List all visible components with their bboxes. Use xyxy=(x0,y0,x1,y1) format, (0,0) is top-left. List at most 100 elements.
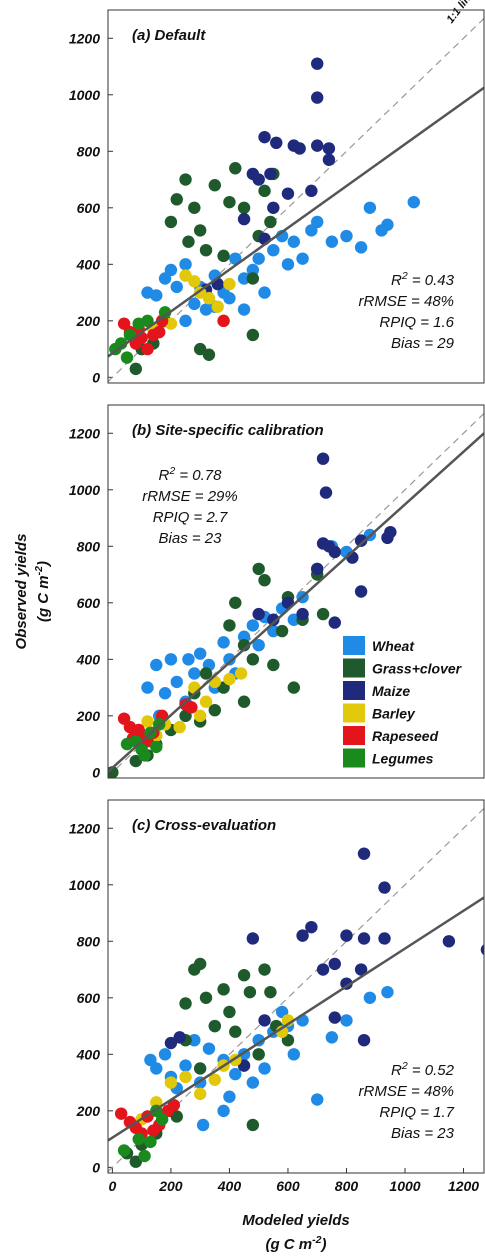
y-tick-label: 0 xyxy=(92,1159,100,1175)
identity-label: 1:1 line xyxy=(444,0,476,26)
legend-label: Legumes xyxy=(372,751,434,767)
plot-frame xyxy=(107,404,485,779)
point xyxy=(311,91,324,104)
stat-text: RPIQ = 1.6 xyxy=(379,314,454,331)
point xyxy=(322,153,336,166)
point xyxy=(217,1104,230,1118)
point xyxy=(179,1059,192,1072)
stat-text: Bias = 23 xyxy=(391,1125,455,1142)
point xyxy=(296,929,309,942)
point xyxy=(211,300,224,313)
legend-label: Wheat xyxy=(372,638,415,654)
point xyxy=(138,749,151,762)
point xyxy=(158,306,172,319)
point xyxy=(258,1062,271,1075)
point xyxy=(234,667,248,680)
y-tick-label: 1200 xyxy=(69,820,100,836)
point xyxy=(267,201,280,215)
point xyxy=(170,675,183,689)
point xyxy=(442,935,456,948)
point xyxy=(173,720,186,734)
point xyxy=(281,187,295,200)
superscript: 2 xyxy=(401,1060,408,1072)
point xyxy=(252,1033,265,1047)
point xyxy=(311,139,324,152)
point xyxy=(223,619,236,632)
x-tick-label: 600 xyxy=(276,1178,300,1194)
text-part: (g C m xyxy=(35,575,52,622)
point xyxy=(322,142,336,155)
legend-swatch xyxy=(343,726,365,745)
point xyxy=(193,224,207,237)
point xyxy=(223,672,236,686)
point xyxy=(223,1090,236,1103)
point xyxy=(237,968,251,982)
point xyxy=(158,687,172,700)
stat-text: R2 = 0.43 xyxy=(391,270,455,289)
point xyxy=(208,1019,222,1033)
y-tick-label: 800 xyxy=(77,538,101,554)
superscript: 2 xyxy=(168,465,175,477)
panel-title: (c) Cross-evaluation xyxy=(132,817,276,834)
y-tick-label: 200 xyxy=(76,313,101,329)
text-part: = 0.43 xyxy=(408,272,455,289)
point xyxy=(229,1067,242,1081)
point xyxy=(217,314,230,328)
point xyxy=(141,681,154,694)
plot-frame xyxy=(107,9,485,384)
point xyxy=(275,624,289,638)
point xyxy=(193,647,207,660)
point xyxy=(141,342,154,356)
y-tick-label: 1000 xyxy=(69,87,100,103)
y-tick-label: 800 xyxy=(77,143,101,159)
panel: 0 200 400 600 800 1000 1200 0 200 400 600 800 1000 12… xyxy=(69,799,485,1253)
point xyxy=(258,286,271,299)
point xyxy=(281,258,295,271)
point xyxy=(114,1107,128,1120)
point xyxy=(311,215,324,229)
point xyxy=(170,280,183,294)
stat-text: RPIQ = 2.7 xyxy=(153,509,228,526)
legend-swatch xyxy=(343,748,365,768)
x-tick-label: 400 xyxy=(217,1178,242,1194)
point xyxy=(237,201,251,215)
point xyxy=(246,272,260,285)
point xyxy=(354,963,368,976)
stat-text: RPIQ = 1.7 xyxy=(379,1104,454,1121)
x-tick-label: 1000 xyxy=(389,1178,420,1194)
panel-title: (a) Default xyxy=(132,27,206,44)
point xyxy=(217,636,230,649)
point xyxy=(193,1087,207,1101)
point xyxy=(114,337,128,350)
point xyxy=(357,847,371,860)
panel-title: (b) Site-specific calibration xyxy=(132,422,324,439)
point xyxy=(208,675,222,689)
point xyxy=(258,1014,271,1027)
point xyxy=(316,452,330,465)
point xyxy=(267,243,280,257)
point xyxy=(199,695,213,708)
point xyxy=(381,985,394,999)
y-tick-label: 0 xyxy=(92,369,100,385)
text-part: R xyxy=(391,272,402,289)
point xyxy=(132,1132,145,1146)
plot-area xyxy=(108,413,484,778)
point xyxy=(129,754,142,768)
point xyxy=(173,1031,186,1044)
point xyxy=(246,263,260,277)
y-tick-label: 400 xyxy=(76,256,101,272)
point xyxy=(296,607,309,621)
point xyxy=(167,1098,181,1112)
point xyxy=(170,1110,183,1123)
stat-text: Bias = 29 xyxy=(391,335,455,352)
point xyxy=(150,1062,163,1075)
point xyxy=(316,607,330,621)
point xyxy=(217,983,230,996)
fit-line xyxy=(108,896,484,1142)
point xyxy=(311,57,324,70)
y-tick-label: 600 xyxy=(77,990,101,1006)
legend-swatch xyxy=(343,658,365,678)
point xyxy=(208,178,222,192)
y-tick-label: 0 xyxy=(92,764,100,780)
